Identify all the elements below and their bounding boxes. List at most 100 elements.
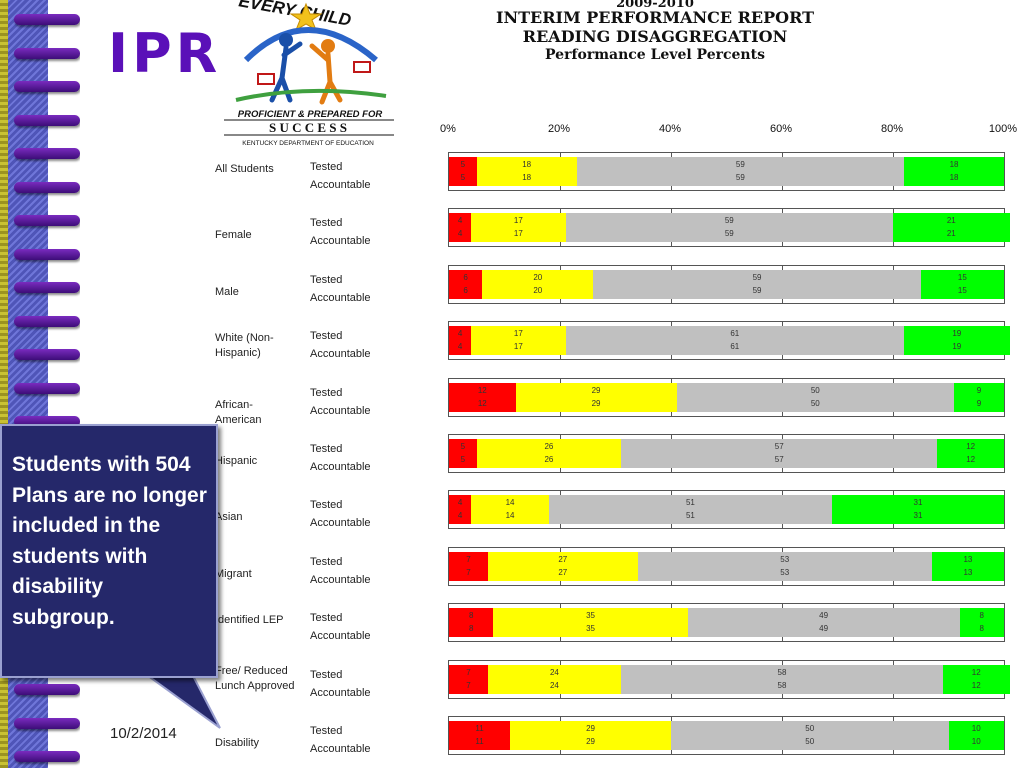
bar-value-accountable: 50	[810, 398, 820, 408]
bar-value-accountable: 31	[913, 511, 923, 521]
tested-label: Tested	[310, 161, 343, 173]
proficient-bar: 53 53	[637, 551, 932, 581]
tested-label: Tested	[310, 217, 343, 230]
bar-value-tested: 6	[463, 272, 468, 282]
proficient-bar: 50 50	[676, 382, 955, 412]
bar-value-tested: 12	[971, 667, 981, 677]
novice-bar: 12 12	[449, 382, 516, 412]
bar-value-accountable: 9	[976, 398, 982, 408]
accountable-label: Accountable	[310, 348, 371, 361]
binding-ring	[14, 282, 80, 293]
bar-plot-frame: 12 12 29 29 50 50 9 9	[448, 377, 1005, 417]
bar-value-accountable: 12	[966, 455, 976, 464]
binding-ring	[14, 416, 80, 427]
bar-value-tested: 21	[946, 216, 956, 226]
bar-value-tested: 14	[505, 498, 515, 508]
row-label: Migrant	[215, 567, 252, 580]
x-tick-label: 100%	[988, 123, 1018, 135]
bar-value-tested: 26	[544, 442, 554, 451]
bar-value-tested: 11	[475, 724, 484, 733]
binding-strip	[0, 0, 8, 768]
tested-label: Tested	[310, 725, 343, 737]
bar-plot-frame: 6 6 20 20 59 59 15 15	[448, 264, 1005, 304]
binding-ring	[14, 47, 80, 59]
bar-value-accountable: 51	[685, 511, 695, 521]
bar-value-accountable: 12	[477, 398, 487, 408]
bar-value-accountable: 8	[468, 624, 474, 634]
arc-icon	[243, 27, 378, 63]
bar-value-tested: 9	[976, 385, 982, 395]
bar-value-tested: 59	[724, 216, 734, 226]
binding-ring	[14, 215, 80, 226]
proficient-bar: 50 50	[671, 721, 949, 750]
bar-plot-frame: 5 5 18 18 59 59 18 18	[448, 152, 1005, 191]
bar-value-accountable: 57	[774, 455, 784, 464]
every-child-logo: EVERY CHILD PROFICIENT & PREPARED FOR S …	[224, 0, 394, 147]
bar-value-accountable: 26	[544, 455, 554, 464]
bar-plot-frame: 8 8 35 35 49 49 8 8	[448, 603, 1005, 643]
bar-value-tested: 5	[460, 442, 466, 451]
bar-value-accountable: 5	[460, 455, 466, 464]
accountable-label: Accountable	[310, 573, 371, 586]
tested-label: Tested	[310, 443, 343, 455]
x-tick-label: 0%	[440, 123, 456, 135]
x-tick-label: 40%	[658, 123, 682, 135]
report-title-line1: INTERIM PERFORMANCE REPORT	[495, 8, 815, 27]
bar-value-tested: 31	[913, 498, 923, 508]
bar-value-accountable: 24	[549, 680, 559, 690]
proficient-bar: 58 58	[621, 664, 943, 694]
bar-value-accountable: 61	[730, 342, 740, 352]
bar-value-tested: 4	[457, 329, 463, 339]
bar-value-tested: 35	[586, 611, 595, 621]
bar-value-tested: 17	[513, 329, 523, 339]
bar-value-accountable: 58	[777, 680, 787, 690]
bar-value-tested: 27	[558, 554, 568, 564]
report-title-line2: READING DISAGGREGATION	[522, 27, 788, 46]
bar-value-tested: 20	[533, 272, 543, 282]
bar-plot-frame: 4 4 17 17 59 59 21 21	[448, 208, 1010, 248]
proficient-bar: 51 51	[548, 495, 832, 525]
row-label: Hispanic	[215, 455, 258, 467]
tested-label: Tested	[310, 612, 343, 625]
apprentice-bar: 29 29	[510, 721, 671, 750]
binding-ring	[14, 114, 80, 126]
bar-value-tested: 7	[466, 667, 471, 677]
tested-label: Tested	[310, 499, 343, 512]
bar-value-tested: 5	[460, 160, 466, 169]
apprentice-bar: 24 24	[487, 664, 622, 694]
bar-value-accountable: 11	[475, 737, 484, 746]
binding-ring	[14, 315, 80, 327]
bar-value-tested: 4	[457, 216, 463, 226]
callout-text: Students with 504 Plans are no longer in…	[12, 453, 207, 629]
bar-value-tested: 4	[457, 498, 463, 508]
bar-value-accountable: 4	[457, 229, 463, 239]
bar-value-tested: 18	[522, 160, 532, 169]
bar-value-tested: 49	[819, 611, 829, 621]
bar-value-accountable: 18	[522, 173, 532, 182]
bar-value-tested: 29	[586, 724, 595, 733]
bar-value-accountable: 14	[505, 511, 515, 521]
accountable-label: Accountable	[310, 291, 371, 304]
book-right-icon	[353, 61, 371, 73]
distinguished-bar: 10 10	[948, 721, 1004, 750]
distinguished-bar: 19 19	[904, 326, 1010, 356]
row-label: White (Non-Hispanic)	[215, 332, 274, 360]
apprentice-bar: 17 17	[471, 213, 566, 243]
binding-ring	[14, 148, 80, 159]
bar-value-accountable: 53	[780, 567, 790, 577]
bar-value-accountable: 35	[586, 624, 595, 634]
slide-title: IPR	[108, 22, 222, 85]
proficient-bar: 59 59	[565, 213, 893, 243]
proficient-bar: 57 57	[621, 439, 938, 468]
bar-plot-frame: 7 7 27 27 53 53 13 13	[448, 546, 1005, 586]
binding-ring	[14, 684, 80, 695]
binding-ring	[14, 751, 80, 762]
apprentice-bar: 20 20	[482, 269, 594, 299]
row-label: Free/ Reduced Lunch Approved	[215, 664, 295, 692]
bar-value-tested: 50	[805, 724, 815, 733]
